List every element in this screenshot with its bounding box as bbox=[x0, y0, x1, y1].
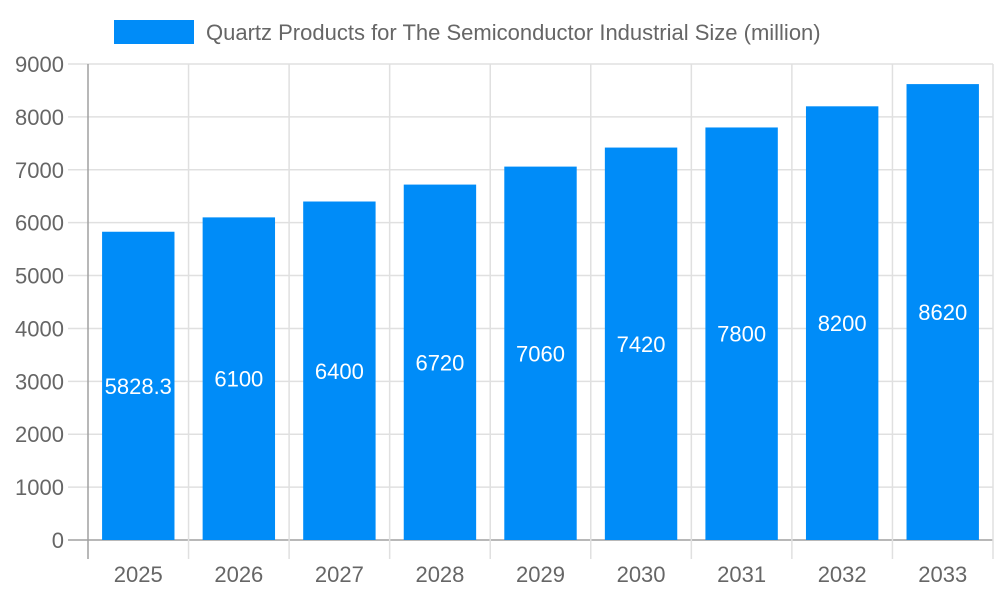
y-tick-label: 7000 bbox=[15, 158, 64, 183]
bar bbox=[906, 84, 979, 540]
y-tick-label: 4000 bbox=[15, 316, 64, 341]
y-tick-label: 8000 bbox=[15, 105, 64, 130]
x-tick-label: 2033 bbox=[918, 562, 967, 587]
bars: 5828.3 6100 6400 6720 7060 7420 7800 8200 8620 bbox=[102, 84, 979, 541]
x-tick-label: 2030 bbox=[617, 562, 666, 587]
y-tick-label: 1000 bbox=[15, 475, 64, 500]
x-tick-label: 2029 bbox=[516, 562, 565, 587]
x-tick-label: 2032 bbox=[818, 562, 867, 587]
bar bbox=[102, 231, 175, 541]
data-label: 7060 bbox=[516, 341, 565, 366]
y-tick-label: 5000 bbox=[15, 264, 64, 289]
legend[interactable]: Quartz Products for The Semiconductor In… bbox=[114, 20, 821, 45]
y-tick-label: 0 bbox=[52, 528, 64, 553]
bar bbox=[403, 184, 477, 540]
data-label: 7800 bbox=[717, 322, 766, 347]
y-tick-label: 9000 bbox=[15, 52, 64, 77]
x-tick-label: 2025 bbox=[114, 562, 163, 587]
data-label: 5828.3 bbox=[105, 374, 172, 399]
data-label: 8200 bbox=[818, 311, 867, 336]
bar bbox=[805, 106, 879, 541]
data-label: 8620 bbox=[918, 300, 967, 325]
data-label: 6400 bbox=[315, 359, 364, 384]
x-tick-label: 2028 bbox=[415, 562, 464, 587]
x-tick-label: 2026 bbox=[214, 562, 263, 587]
axes: 0 1000 2000 3000 4000 5000 6000 7000 8000 9000 202… bbox=[15, 52, 967, 587]
x-tick-label: 2031 bbox=[717, 562, 766, 587]
legend-swatch bbox=[114, 20, 194, 44]
bar bbox=[504, 166, 577, 541]
bar bbox=[705, 127, 778, 540]
y-tick-label: 6000 bbox=[15, 211, 64, 236]
bar bbox=[202, 217, 276, 540]
y-tick-label: 2000 bbox=[15, 422, 64, 447]
y-tick-label: 3000 bbox=[15, 369, 64, 394]
data-label: 6720 bbox=[415, 350, 464, 375]
data-label: 7420 bbox=[617, 332, 666, 357]
legend-label: Quartz Products for The Semiconductor In… bbox=[206, 20, 821, 45]
bar bbox=[303, 201, 376, 540]
x-tick-label: 2027 bbox=[315, 562, 364, 587]
data-label: 6100 bbox=[214, 367, 263, 392]
bar bbox=[604, 147, 678, 540]
